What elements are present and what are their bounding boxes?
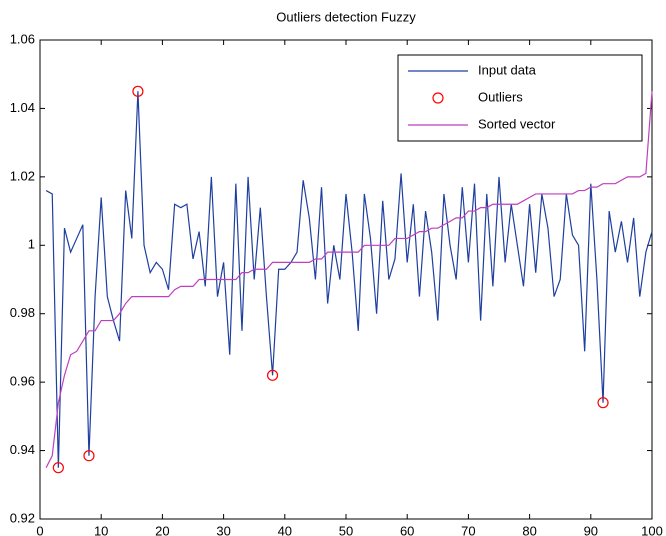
legend-label: Outliers: [478, 89, 523, 104]
x-tick-label: 40: [278, 523, 292, 536]
legend-symbol: [432, 92, 444, 104]
x-tick-label: 100: [641, 523, 663, 536]
y-tick-label: 1.04: [10, 100, 35, 115]
data-line: [45, 91, 653, 468]
data-line: [45, 91, 653, 468]
x-tick-label: 0: [36, 523, 43, 536]
outlier-marker: [83, 450, 95, 462]
y-tick-label: 0.92: [10, 510, 35, 525]
x-tick-label: 20: [155, 523, 169, 536]
chart-title: Outliers detection Fuzzy: [276, 9, 416, 24]
outlier-marker: [597, 397, 609, 409]
x-tick-label: 90: [584, 523, 598, 536]
outlier-marker: [52, 462, 64, 474]
legend-label: Sorted vector: [478, 116, 556, 131]
x-tick-label: 60: [400, 523, 414, 536]
legend-label: Input data: [478, 62, 537, 77]
y-tick-label: 1.02: [10, 168, 35, 183]
y-tick-label: 0.94: [10, 442, 35, 457]
x-tick-label: 50: [339, 523, 353, 536]
outlier-marker: [266, 369, 279, 381]
x-tick-label: 70: [461, 523, 475, 536]
y-tick-label: 0.98: [10, 305, 35, 320]
legend-box: [397, 54, 643, 142]
outlier-marker: [132, 85, 144, 97]
y-tick-label: 1.06: [10, 31, 35, 46]
y-tick-label: 0.96: [10, 374, 35, 389]
x-tick-label: 10: [94, 523, 108, 536]
y-tick-label: 1: [28, 237, 35, 252]
x-tick-label: 80: [522, 523, 536, 536]
x-tick-label: 30: [216, 523, 230, 536]
